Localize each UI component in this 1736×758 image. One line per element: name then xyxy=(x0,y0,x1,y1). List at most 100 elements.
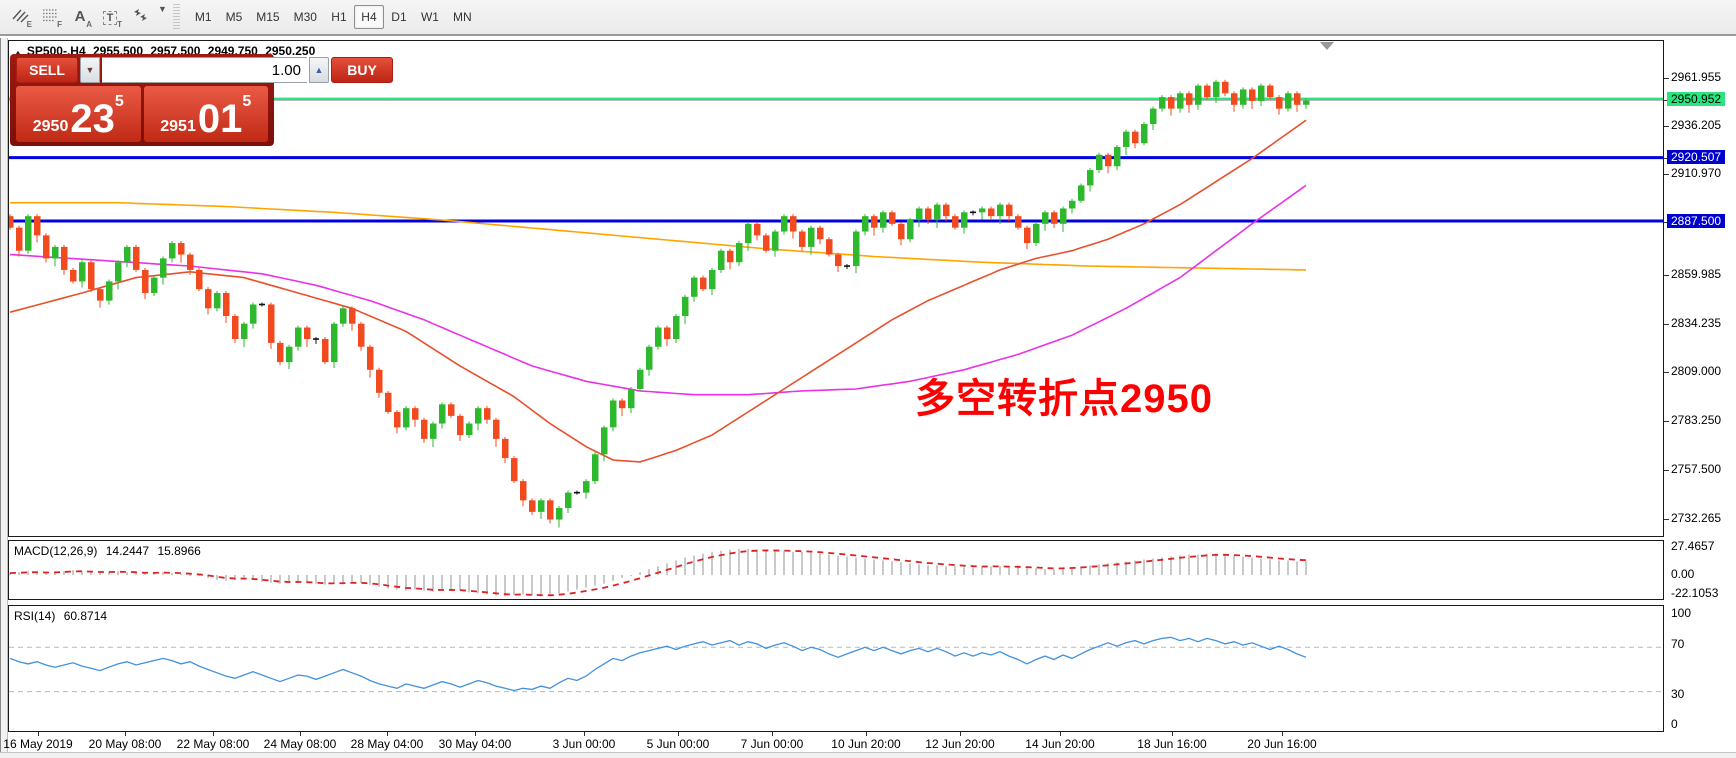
sell-price-big: 23 xyxy=(70,97,115,141)
price-axis-tick xyxy=(1664,100,1669,101)
time-axis-tick xyxy=(1282,732,1283,736)
sell-price-sup: 5 xyxy=(114,93,124,110)
close-value: 2950.250 xyxy=(265,44,316,58)
time-axis-label: 10 Jun 20:00 xyxy=(831,737,901,751)
one-click-trading-panel: SELL ▼ ▲ BUY 2950 23 5 2951 01 5 xyxy=(10,54,393,146)
candles-layer xyxy=(9,79,1310,528)
text-label-icon: A xyxy=(74,8,86,25)
indicator-axis-label: 27.4657 xyxy=(1671,539,1715,553)
tool-fibonacci-retracement-button[interactable]: F xyxy=(36,4,64,30)
price-axis-label: 2809.000 xyxy=(1671,364,1722,378)
price-axis-label: 2910.970 xyxy=(1671,166,1722,180)
macd-value-signal: 15.8966 xyxy=(157,544,201,558)
price-axis-label: 2757.500 xyxy=(1671,462,1722,476)
drawing-tools-group: E F A A T T ▼ xyxy=(6,4,167,30)
buy-quote-button[interactable]: 2951 01 5 xyxy=(143,86,268,142)
timeframe-buttons-group: M1 M5 M15 M30 H1 H4 D1 W1 MN xyxy=(188,5,479,29)
timeframe-d1-button[interactable]: D1 xyxy=(391,10,407,24)
price-axis-label: 2783.250 xyxy=(1671,413,1722,427)
sell-button[interactable]: SELL xyxy=(16,57,78,83)
tool-glyph-label: E xyxy=(26,20,32,29)
tool-equidistant-channel-button[interactable]: E xyxy=(6,4,34,30)
timeframe-m15-button[interactable]: M15 xyxy=(256,10,280,24)
cursor-mode-dropdown-icon[interactable]: ▼ xyxy=(158,4,167,14)
timeframe-mn-button[interactable]: MN xyxy=(452,10,472,24)
collapse-arrow-icon[interactable]: ▲ xyxy=(14,48,22,57)
tool-glyph-label: F xyxy=(57,20,62,29)
macd-histogram xyxy=(9,548,1307,597)
tool-glyph-label: A xyxy=(86,20,92,29)
price-axis-label: 2936.205 xyxy=(1671,118,1722,132)
fibonacci-retracement-icon xyxy=(41,7,59,28)
price-axis-label: 2961.955 xyxy=(1671,70,1722,84)
time-axis-tick xyxy=(213,732,214,736)
volume-increase-button[interactable]: ▲ xyxy=(309,57,329,83)
price-axis-tick xyxy=(1664,470,1669,471)
indicator-axis-label: 100 xyxy=(1671,606,1692,620)
timeframe-h1-button[interactable]: H1 xyxy=(331,10,347,24)
time-axis-tick xyxy=(772,732,773,736)
time-axis-label: 22 May 08:00 xyxy=(176,737,250,751)
buy-price-prefix: 2951 xyxy=(160,118,196,135)
main-chart-canvas[interactable] xyxy=(9,41,1663,536)
time-axis-tick xyxy=(475,732,476,736)
price-axis-tick xyxy=(1664,372,1669,373)
time-axis-tick xyxy=(387,732,388,736)
ma-mid-line xyxy=(9,184,1307,396)
timeframe-m1-button[interactable]: M1 xyxy=(194,10,212,24)
rsi-canvas[interactable] xyxy=(9,606,1663,731)
time-axis-tick xyxy=(678,732,679,736)
time-axis[interactable]: 16 May 2019 20 May 08:00 22 May 08:00 24 Ma… xyxy=(3,732,1664,754)
indicator-axis-label: 30 xyxy=(1671,687,1685,701)
timeframe-h4-button[interactable]: H4 xyxy=(353,5,384,29)
time-axis-label: 14 Jun 20:00 xyxy=(1025,737,1095,751)
price-axis-label: 2732.265 xyxy=(1671,511,1722,525)
time-axis-label: 18 Jun 16:00 xyxy=(1137,737,1207,751)
price-axis-tick xyxy=(1664,222,1669,223)
sell-price-prefix: 2950 xyxy=(32,118,69,135)
last-bar-marker-icon xyxy=(1320,42,1334,50)
price-axis[interactable]: 2961.955 2950.952 2936.205 2920.507 2910.970… xyxy=(1664,40,1736,732)
rsi-title: RSI(14) xyxy=(14,609,56,623)
price-axis-tick xyxy=(1664,78,1669,79)
price-axis-label: 2887.500 xyxy=(1667,214,1726,229)
price-axis-label: 2834.235 xyxy=(1671,316,1722,330)
timeframe-m30-button[interactable]: M30 xyxy=(293,10,317,24)
time-axis-label: 20 Jun 16:00 xyxy=(1247,737,1317,751)
buy-price-big: 01 xyxy=(197,97,243,141)
macd-signal-line xyxy=(9,549,1307,597)
macd-header: MACD(12,26,9) 14.2447 15.8966 xyxy=(14,544,206,558)
time-axis-tick xyxy=(1172,732,1173,736)
price-axis-tick xyxy=(1664,519,1669,520)
indicator-axis-label: -22.1053 xyxy=(1671,586,1719,600)
cursor-mode-icon xyxy=(131,7,149,28)
time-axis-tick xyxy=(300,732,301,736)
price-axis-label: 2950.952 xyxy=(1667,92,1726,107)
price-axis-tick xyxy=(1664,324,1669,325)
main-chart-panel[interactable] xyxy=(8,40,1664,537)
volume-input[interactable] xyxy=(102,57,307,83)
tool-cursor-mode-button[interactable] xyxy=(126,4,154,30)
indicator-axis-label: 70 xyxy=(1671,637,1685,651)
macd-value-main: 14.2447 xyxy=(105,544,150,558)
ma-fast-line xyxy=(9,119,1307,463)
toolbar-separator xyxy=(172,4,180,30)
time-axis-tick xyxy=(125,732,126,736)
tool-glyph-label: T xyxy=(117,20,122,29)
rsi-header: RSI(14) 60.8714 xyxy=(14,609,112,623)
macd-indicator-panel[interactable] xyxy=(8,540,1664,600)
time-axis-tick xyxy=(1060,732,1061,736)
buy-button[interactable]: BUY xyxy=(331,57,393,83)
volume-decrease-button[interactable]: ▼ xyxy=(80,57,100,83)
sell-quote-button[interactable]: 2950 23 5 xyxy=(16,86,141,142)
timeframe-m5-button[interactable]: M5 xyxy=(225,10,243,24)
price-axis-tick xyxy=(1664,158,1669,159)
rsi-indicator-panel[interactable] xyxy=(8,605,1664,732)
timeframe-w1-button[interactable]: W1 xyxy=(420,10,439,24)
time-axis-label: 24 May 08:00 xyxy=(263,737,337,751)
buy-price-sup: 5 xyxy=(242,93,252,110)
macd-canvas[interactable] xyxy=(9,541,1663,599)
rsi-line xyxy=(9,636,1307,692)
